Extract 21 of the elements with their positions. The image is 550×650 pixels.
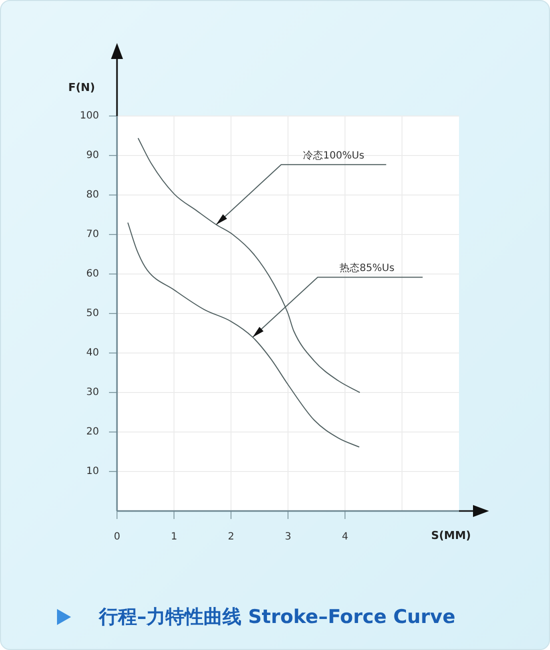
y-tick-label: 40 [86,348,99,359]
y-tick-label: 60 [86,268,99,280]
x-axis-title: S(MM) [431,528,471,542]
annotation: 冷态100%Us [303,150,364,162]
y-tick-label: 20 [86,426,99,438]
y-tick-label: 100 [80,110,99,122]
text: 行程–力特性曲线 Stroke–Force Curve [99,605,456,630]
line-series [127,222,360,448]
y-tick-label: 90 [86,150,99,162]
x-tick-label: 4 [342,532,348,543]
y-tick-label: 70 [86,229,99,240]
x-tick-label: 3 [284,532,292,543]
x-tick-label: 1 [170,532,178,543]
annotation: 热态85%Us [340,262,394,274]
y-tick-label: 80 [86,190,99,201]
x-tick-label: 2 [228,532,234,543]
x-tick-label: 0 [114,532,120,543]
y-axis-title: F(N) [68,80,95,94]
y-tick-label: 50 [86,308,99,320]
y-tick-label: 10 [86,466,99,478]
y-tick-label: 30 [86,387,99,398]
